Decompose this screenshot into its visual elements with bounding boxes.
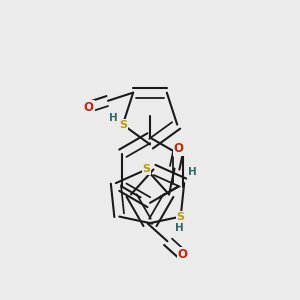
Text: O: O	[174, 142, 184, 155]
Text: S: S	[142, 164, 151, 174]
Text: H: H	[109, 113, 118, 123]
Text: O: O	[178, 248, 188, 261]
Text: H: H	[175, 223, 184, 233]
Text: O: O	[84, 100, 94, 114]
Text: S: S	[119, 120, 127, 130]
Text: H: H	[188, 167, 197, 177]
Text: S: S	[177, 212, 185, 222]
